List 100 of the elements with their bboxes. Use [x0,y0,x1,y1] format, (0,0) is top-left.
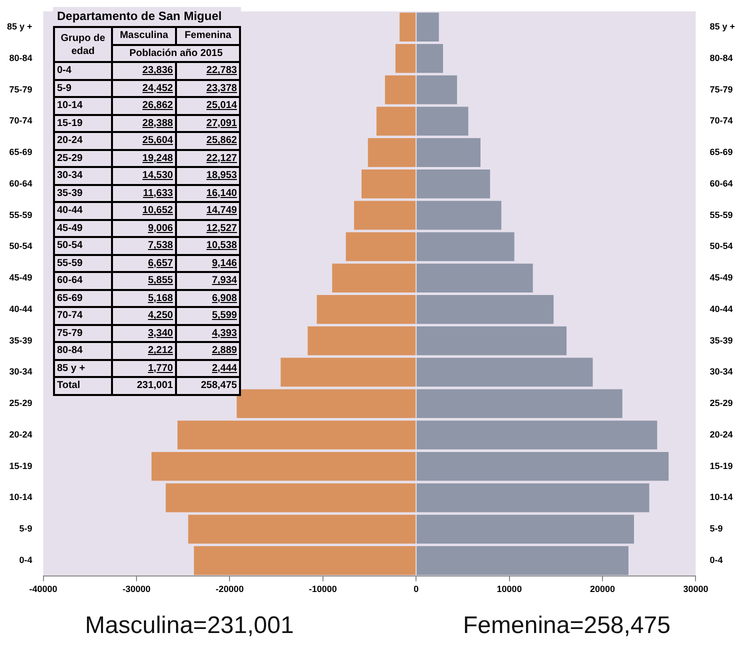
bar [416,514,634,544]
annotation: Masculina [112,27,176,44]
text: Departamento de San Miguel [56,8,223,25]
bar [280,358,416,387]
annotation: 5-9 [54,80,112,97]
annotation: 23,836 [112,62,176,80]
annotation: 75-79 [54,324,112,342]
y-tick-label: 85 y + [6,22,32,32]
annotation: 85 y + [54,360,112,377]
category-label: 80-84 [710,52,733,63]
annotation: 7,934 [176,272,240,290]
annotation: 11,633 [112,184,176,202]
category-label: 70-74 [710,116,733,126]
annotation: 65-69 [54,290,112,307]
bar [236,389,416,418]
annotation: 60-64 [54,272,112,290]
annotation: 4,250 [112,307,176,324]
bar [400,12,416,42]
annotation: 25,014 [176,97,240,114]
annotation: 5,599 [176,307,240,324]
category-label: 15-19 [710,460,733,471]
category-label: 75-79 [710,84,733,94]
x-tick-label: -40000 [29,584,58,594]
annotation: 0-4 [54,62,112,80]
category-label: 50-54 [710,241,733,252]
bar [177,420,416,450]
annotation: 30-34 [54,167,112,184]
bar [416,44,444,73]
annotation: 3,340 [112,324,176,342]
annotation: 22,127 [176,150,240,167]
annotation: 6,657 [112,254,176,272]
category-label: 60-64 [710,178,733,188]
annotation: 16,140 [176,184,240,202]
annotation: 45-49 [54,220,112,237]
bar [416,326,567,356]
y-tick-label: 20-24 [9,429,32,440]
text: Femenina=258,475 [463,612,670,640]
category-label: 0-4 [710,554,723,565]
bar [416,389,622,418]
annotation: 10,652 [112,202,176,220]
x-tick-label: 30000 [683,584,708,594]
text: Masculina=231,001 [85,612,294,640]
annotation: Total [54,377,112,394]
annotation: 2,889 [176,342,240,360]
annotation: 6,908 [176,290,240,307]
annotation: 25,862 [176,132,240,150]
annotation: 55-59 [54,254,112,272]
bar [188,514,416,544]
annotation: 14,530 [112,167,176,184]
annotation: 10-14 [54,97,112,114]
y-tick-label: 75-79 [9,84,32,94]
bar [368,138,416,168]
bar [376,106,416,136]
bar [332,264,416,293]
annotation: 24,452 [112,80,176,97]
annotation: 9,146 [176,254,240,272]
annotation: 26,862 [112,97,176,114]
y-tick-label: 40-44 [9,304,32,314]
bar [416,483,650,512]
y-tick-label: 30-34 [9,366,32,377]
annotation: 25,604 [112,132,176,150]
category-label: 20-24 [710,429,733,440]
y-tick-label: 55-59 [9,210,32,220]
annotation: 2,212 [112,342,176,360]
y-tick-label: 80-84 [9,52,32,63]
y-tick-label: 70-74 [9,116,32,126]
bar [194,546,416,575]
bar [416,138,480,168]
category-label: 40-44 [710,304,733,314]
bar [166,483,416,512]
annotation: 18,953 [176,167,240,184]
category-label: 10-14 [710,492,733,502]
annotation: 50-54 [54,237,112,254]
x-tick-label: 20000 [590,584,616,594]
annotation: Población año 2015 [112,44,240,62]
bar [416,452,669,481]
annotation: 19,248 [112,150,176,167]
category-label: 25-29 [710,398,733,408]
bar [416,295,554,324]
annotation: 80-84 [54,342,112,360]
bar [416,106,468,136]
y-tick-label: 35-39 [9,335,32,346]
category-label: 55-59 [710,210,733,220]
annotation: 40-44 [54,202,112,220]
y-tick-label: 0-4 [19,554,32,565]
annotation: 27,091 [176,114,240,132]
category-label: 5-9 [710,524,723,534]
annotation: 4,393 [176,324,240,342]
annotation: 5,855 [112,272,176,290]
annotation: 1,770 [112,360,176,377]
x-tick-label: 10000 [496,584,522,594]
bar [416,232,514,262]
bar [416,264,533,293]
bar [362,170,416,198]
x-tick-label: -30000 [122,584,150,594]
annotation: 258,475 [176,377,240,394]
annotation: 12,527 [176,220,240,237]
annotation: 15-19 [54,114,112,132]
y-tick-label: 60-64 [9,178,32,188]
x-tick-label: 0 [414,584,419,594]
